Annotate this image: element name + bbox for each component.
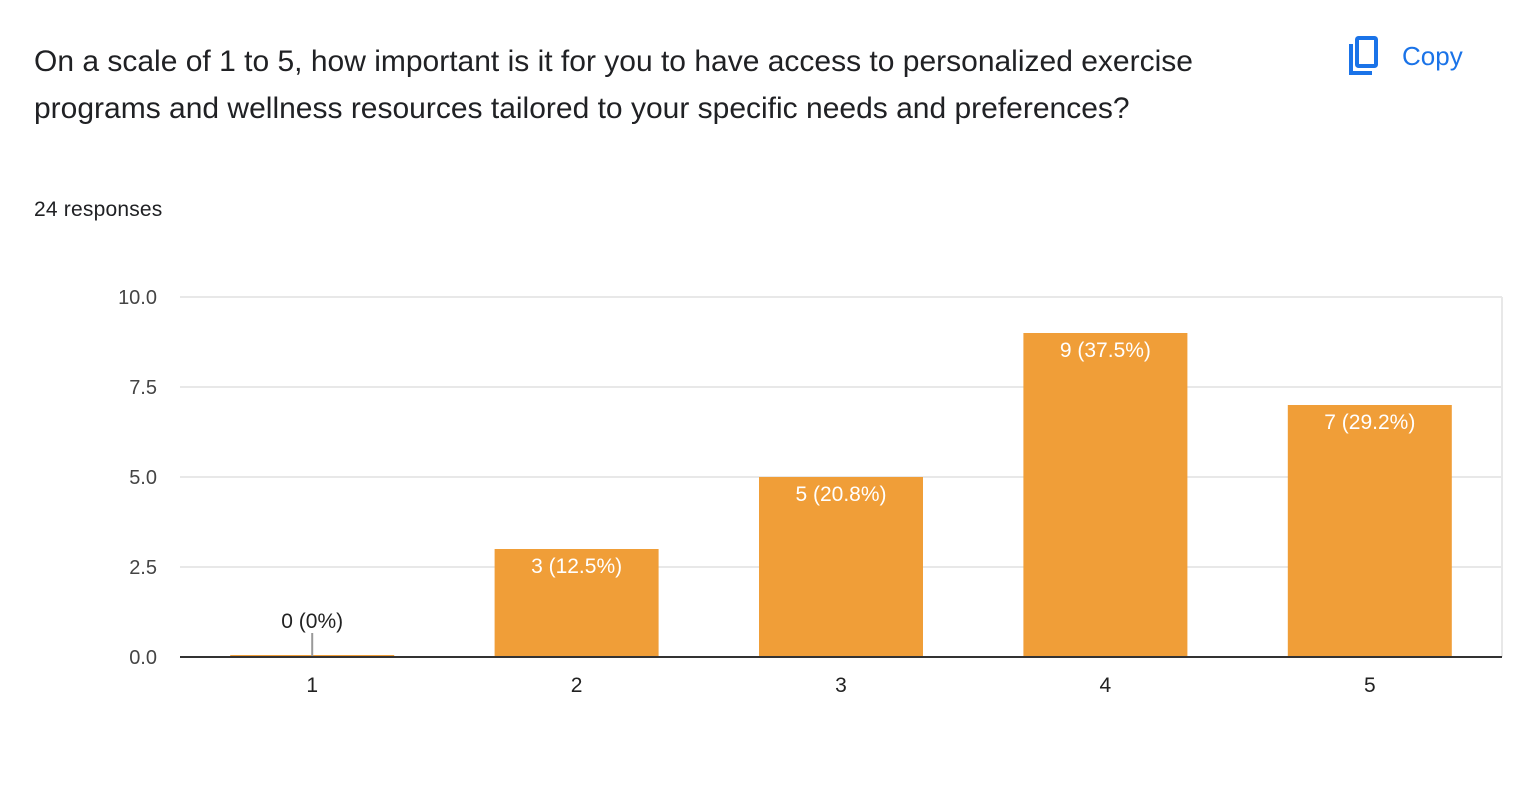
chart-data-labels: 0 (0%) 3 (12.5%) 5 (20.8%) 9 (37.5%) 7 (29.2… — [281, 339, 1415, 657]
response-count: 24 responses — [34, 198, 163, 221]
x-tick-label: 4 — [1100, 674, 1112, 697]
data-label: 9 (37.5%) — [1060, 339, 1151, 362]
question-title: On a scale of 1 to 5, how important is i… — [34, 45, 1193, 125]
chart-axes: 0.0 2.5 5.0 7.5 10.0 1 2 3 4 5 — [118, 287, 1502, 697]
y-tick-label: 10.0 — [118, 287, 157, 309]
bar-4[interactable] — [1023, 333, 1188, 657]
data-label: 0 (0%) — [281, 610, 343, 633]
chart-bars — [230, 333, 1452, 657]
x-tick-label: 5 — [1364, 674, 1376, 697]
y-tick-label: 2.5 — [129, 557, 157, 579]
y-tick-label: 7.5 — [129, 377, 157, 399]
data-label: 3 (12.5%) — [531, 555, 622, 578]
bar-2[interactable] — [494, 549, 659, 657]
copy-button-label: Copy — [1402, 40, 1463, 71]
x-tick-label: 2 — [571, 674, 583, 697]
y-tick-label: 5.0 — [129, 467, 157, 489]
bar-5[interactable] — [1287, 405, 1452, 657]
x-tick-label: 1 — [306, 674, 318, 697]
data-label: 7 (29.2%) — [1324, 411, 1415, 434]
x-tick-label: 3 — [835, 674, 847, 697]
copy-button[interactable]: Copy — [1334, 30, 1473, 82]
data-label: 5 (20.8%) — [795, 483, 886, 506]
copy-icon — [1349, 36, 1378, 75]
y-tick-label: 0.0 — [129, 647, 157, 669]
bar-3[interactable] — [759, 477, 923, 657]
